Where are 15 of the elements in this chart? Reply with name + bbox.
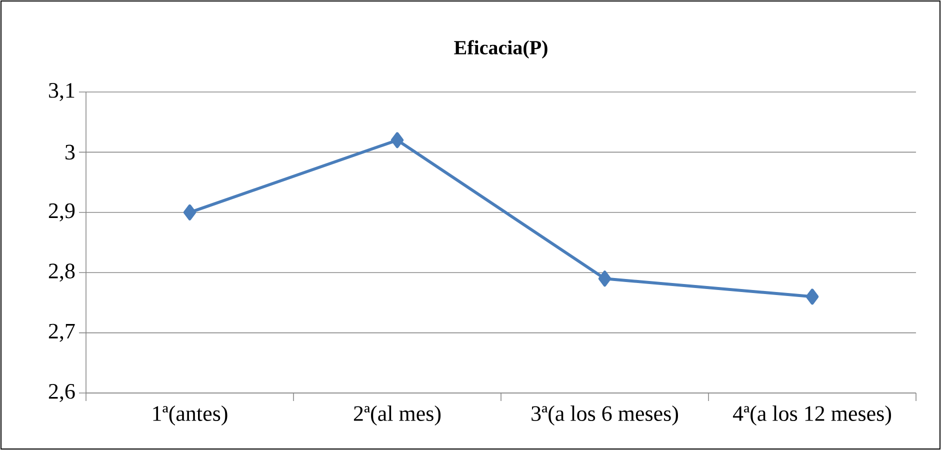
y-tick-label: 2,8	[48, 264, 75, 282]
point	[390, 132, 404, 148]
y-tick-label: 2,7	[48, 324, 75, 342]
y-tick-label: 2,9	[48, 203, 75, 222]
x-tick-label: 1ª(antes)	[153, 406, 228, 426]
point	[598, 270, 612, 287]
chart-title: Eficacia(P)	[454, 40, 548, 58]
y-tick-label: 2,6	[48, 384, 75, 402]
y-tick-label: 3,1	[49, 83, 74, 101]
point	[183, 204, 196, 220]
x-tick-label: 4ª(a los 12 meses)	[732, 406, 891, 426]
point	[806, 288, 819, 305]
x-tick-label: 2ª(al mes)	[354, 406, 441, 426]
x-tick-label: 3ª(a los 6 meses)	[532, 406, 678, 426]
y-tick-label: 3	[66, 144, 75, 160]
